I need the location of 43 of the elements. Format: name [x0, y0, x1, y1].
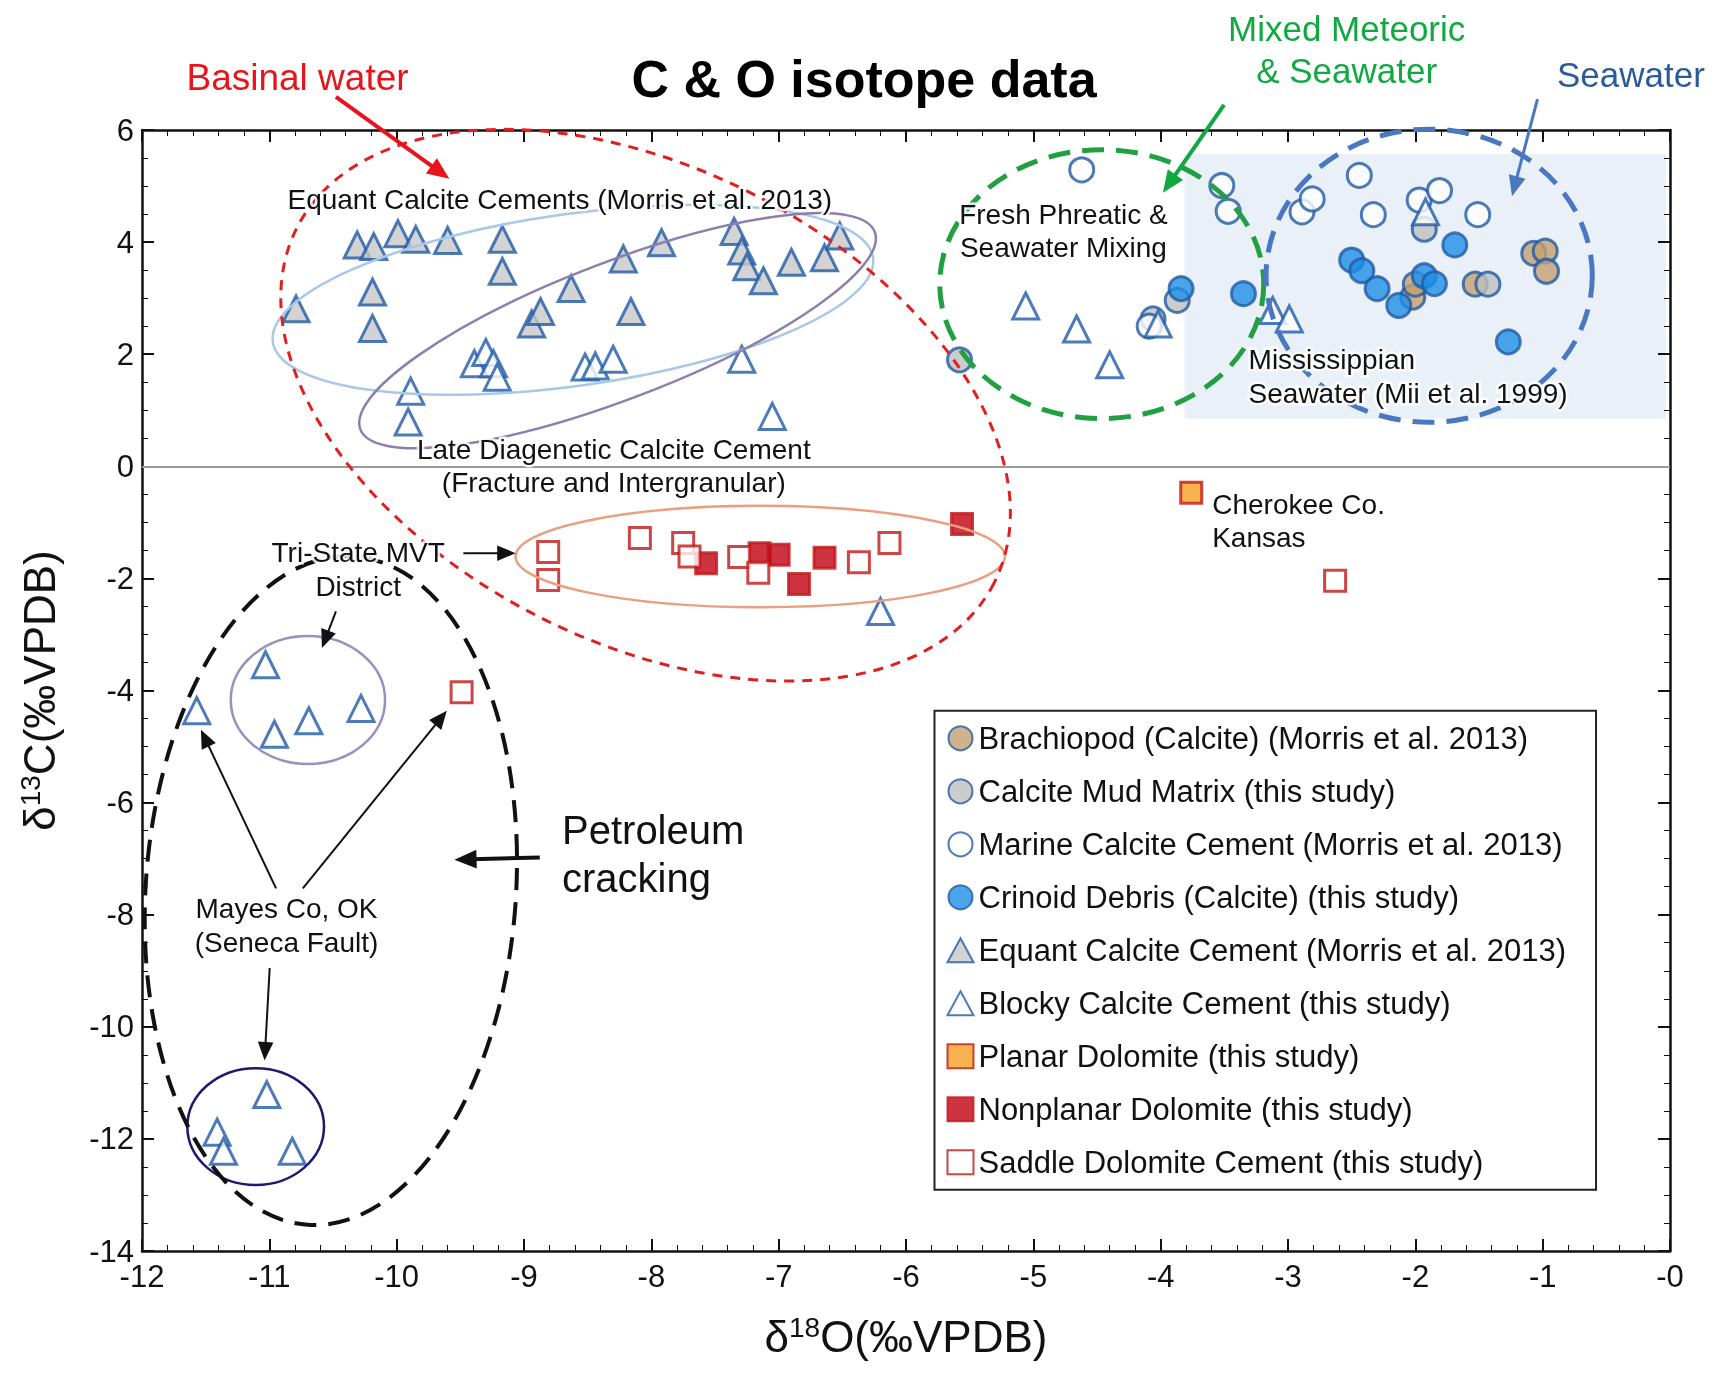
annotation: Fresh Phreatic & Seawater Mixing [959, 199, 1169, 264]
x-tick-label: -6 [892, 1259, 920, 1294]
x-tick-label: -8 [637, 1259, 666, 1294]
x-tick-label: -5 [1019, 1259, 1048, 1294]
legend-label: Equant Calcite Cement (Morris et al. 2013) [978, 932, 1567, 968]
y-tick-label: -12 [89, 1121, 134, 1157]
annotation: Late Diagenetic Calcite Cement (Fracture and Intergranular) [416, 433, 811, 499]
chart-title: C & O isotope data [631, 50, 1098, 108]
x-tick-label: -10 [374, 1259, 420, 1294]
legend-label: Planar Dolomite (this study) [978, 1038, 1360, 1074]
legend-label: Saddle Dolomite Cement (this study) [978, 1144, 1484, 1180]
y-tick-label: -4 [106, 673, 134, 708]
annotation: Equant Calcite Cements (Morris et al. 2013) [287, 184, 833, 216]
legend-label: Calcite Mud Matrix (this study) [978, 773, 1396, 809]
x-tick-label: -7 [764, 1259, 793, 1294]
annotation: Cherokee Co. Kansas [1212, 489, 1385, 554]
x-tick-label: -9 [510, 1259, 538, 1294]
annotation: Mayes Co, OK (Seneca Fault) [194, 893, 379, 959]
y-tick-label: -2 [106, 560, 134, 596]
y-tick-label: -6 [106, 785, 134, 821]
annotation: Tri-State MVT District [271, 537, 445, 603]
y-tick-label: 2 [116, 336, 134, 372]
legend-label: Brachiopod (Calcite) (Morris et al. 2013) [978, 720, 1529, 756]
legend-label: Nonplanar Dolomite (this study) [978, 1091, 1413, 1127]
annotation: Petroleum cracking [562, 807, 745, 900]
x-tick-label: -0 [1656, 1259, 1684, 1294]
text: Mixed Meteoric & Seawater [1228, 9, 1466, 91]
text: Seawater [1557, 55, 1706, 95]
legend-label: Marine Calcite Cement (Morris et al. 2013) [978, 826, 1563, 862]
y-tick-label: -10 [89, 1009, 134, 1045]
x-tick-label: -4 [1146, 1259, 1175, 1294]
y-axis-title: δ13C(‰VPDB) [14, 550, 64, 831]
x-tick-label: -3 [1274, 1259, 1302, 1294]
text: Basinal water [186, 57, 409, 99]
y-tick-label: 6 [116, 112, 134, 148]
y-tick-label: 0 [116, 448, 134, 484]
x-tick-label: -2 [1401, 1259, 1430, 1294]
y-tick-label: 4 [116, 224, 134, 260]
legend-label: Crinoid Debris (Calcite) (this study) [978, 879, 1460, 915]
x-tick-label: -1 [1528, 1259, 1557, 1294]
legend-label: Blocky Calcite Cement (this study) [978, 985, 1451, 1021]
x-tick-label: -11 [248, 1259, 291, 1294]
y-tick-label: -8 [106, 897, 134, 933]
